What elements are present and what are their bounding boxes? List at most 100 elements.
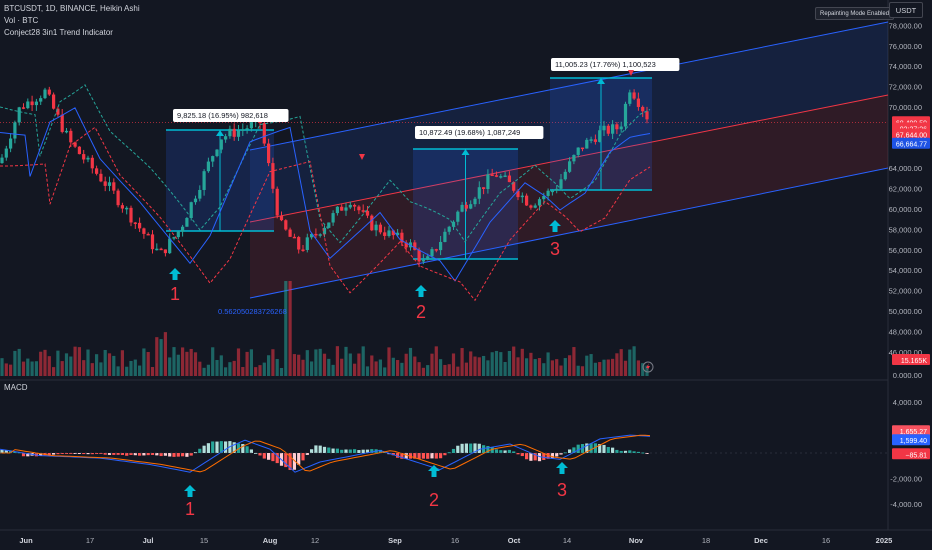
macd-histogram-bar: [550, 453, 554, 458]
candle-body: [34, 101, 38, 106]
volume-bar: [357, 353, 361, 376]
macd-histogram-bar: [297, 453, 301, 465]
candle-body: [516, 190, 520, 198]
macd-histogram-bar: [232, 442, 236, 453]
macd-histogram-bar: [421, 453, 425, 459]
macd-histogram-bar: [365, 449, 370, 453]
macd-label: 1,599.40: [900, 438, 927, 445]
signal-2-number: 2: [416, 302, 426, 322]
volume-bar: [297, 354, 301, 376]
volume-bar: [258, 365, 262, 376]
indicator-legend[interactable]: Conject28 3in1 Trend Indicator: [4, 28, 113, 37]
currency-button[interactable]: USDT: [889, 2, 923, 18]
volume-bar: [619, 349, 623, 376]
volume-bar: [103, 349, 107, 376]
event-lightning-glyph: [646, 363, 650, 371]
macd-label-bg: [892, 425, 930, 437]
volume-bar: [34, 361, 38, 376]
volume-bar: [353, 363, 357, 376]
volume-bar: [77, 347, 81, 376]
candle-body: [447, 226, 451, 232]
candle-body: [374, 224, 378, 231]
macd-histogram-bar: [219, 441, 223, 453]
volume-bar: [417, 362, 421, 376]
candle-body: [641, 106, 645, 112]
volume-bar: [52, 367, 56, 376]
symbol-legend[interactable]: BTCUSDT, 1D, BINANCE, Heikin Ashi: [4, 4, 140, 13]
volume-bar: [482, 355, 486, 376]
volume-bar: [477, 357, 481, 376]
volume-bar: [555, 359, 559, 376]
candle-body: [413, 242, 417, 250]
candle-body: [193, 198, 198, 203]
candle-body: [181, 226, 185, 232]
volume-bar: [254, 367, 258, 376]
candle-body: [404, 242, 408, 248]
macd-histogram-bar: [426, 453, 430, 459]
volume-bar: [404, 353, 408, 376]
macd-histogram-bar: [168, 453, 172, 457]
macd-histogram-bar: [400, 453, 404, 459]
volume-bar: [30, 361, 34, 376]
macd-histogram-bar: [142, 453, 146, 456]
candle-body: [602, 125, 606, 131]
candle-body: [310, 233, 314, 238]
volume-bar: [155, 337, 159, 376]
macd-histogram-bar: [580, 444, 585, 453]
candle-body: [512, 182, 516, 191]
macd-histogram-bar: [103, 453, 107, 455]
time-axis-label: Oct: [508, 536, 521, 545]
candle-body: [56, 108, 60, 115]
macd-histogram-bar: [310, 449, 314, 453]
macd-axis-tick: -2,000.00: [890, 475, 922, 484]
macd-histogram-bar: [331, 448, 335, 453]
macd-histogram-bar: [64, 453, 69, 454]
volume-bar: [585, 355, 589, 376]
time-axis-label: Dec: [754, 536, 768, 545]
macd-histogram-bar: [288, 453, 292, 470]
candle-body: [77, 146, 81, 155]
volume-bar: [529, 352, 533, 376]
time-axis-label: Jun: [19, 536, 33, 545]
candle-body: [456, 211, 460, 222]
candle-body: [469, 204, 473, 209]
volume-bar: [387, 347, 391, 376]
volume-bar: [107, 353, 112, 376]
macd-histogram-bar: [112, 453, 116, 455]
candle-body: [43, 89, 47, 99]
macd-histogram-bar: [189, 453, 193, 456]
signal-2-arrow-icon: [415, 285, 427, 297]
candle-body: [107, 182, 112, 186]
volume-bar: [142, 348, 146, 376]
volume-bar: [391, 357, 395, 376]
candle-body: [537, 199, 542, 206]
macd-histogram-bar: [254, 452, 258, 454]
candle-body: [421, 259, 425, 262]
macd-histogram-bar: [473, 443, 477, 453]
volume-bar: [400, 362, 404, 376]
volume-bar: [611, 358, 615, 376]
candle-body: [568, 161, 572, 172]
volume-bar: [490, 352, 494, 376]
channel-upper-line: [249, 21, 889, 151]
measure-3-label-bg: [551, 58, 680, 71]
measure-3-label: 11,005.23 (17.76%) 1,100,523: [555, 60, 656, 69]
candle-body: [279, 215, 284, 221]
volume-legend[interactable]: Vol · BTC: [4, 16, 39, 25]
volume-bar: [572, 347, 576, 376]
candle-body: [387, 230, 391, 236]
volume-bar: [331, 364, 335, 376]
measure-1-label-bg: [173, 109, 289, 122]
macd-histogram-bar: [99, 453, 103, 454]
macd-histogram-bar: [533, 453, 537, 461]
candle-body: [64, 130, 69, 133]
volume-bar: [430, 353, 434, 376]
candle-body: [116, 190, 120, 206]
volume-bar: [598, 362, 602, 376]
candle-body: [288, 229, 292, 237]
repainting-mode-button[interactable]: Repainting Mode Enabled: [815, 7, 895, 20]
price-label: 66,664.77: [896, 142, 927, 149]
candle-body: [477, 187, 481, 199]
macd-histogram-bar: [60, 453, 64, 454]
